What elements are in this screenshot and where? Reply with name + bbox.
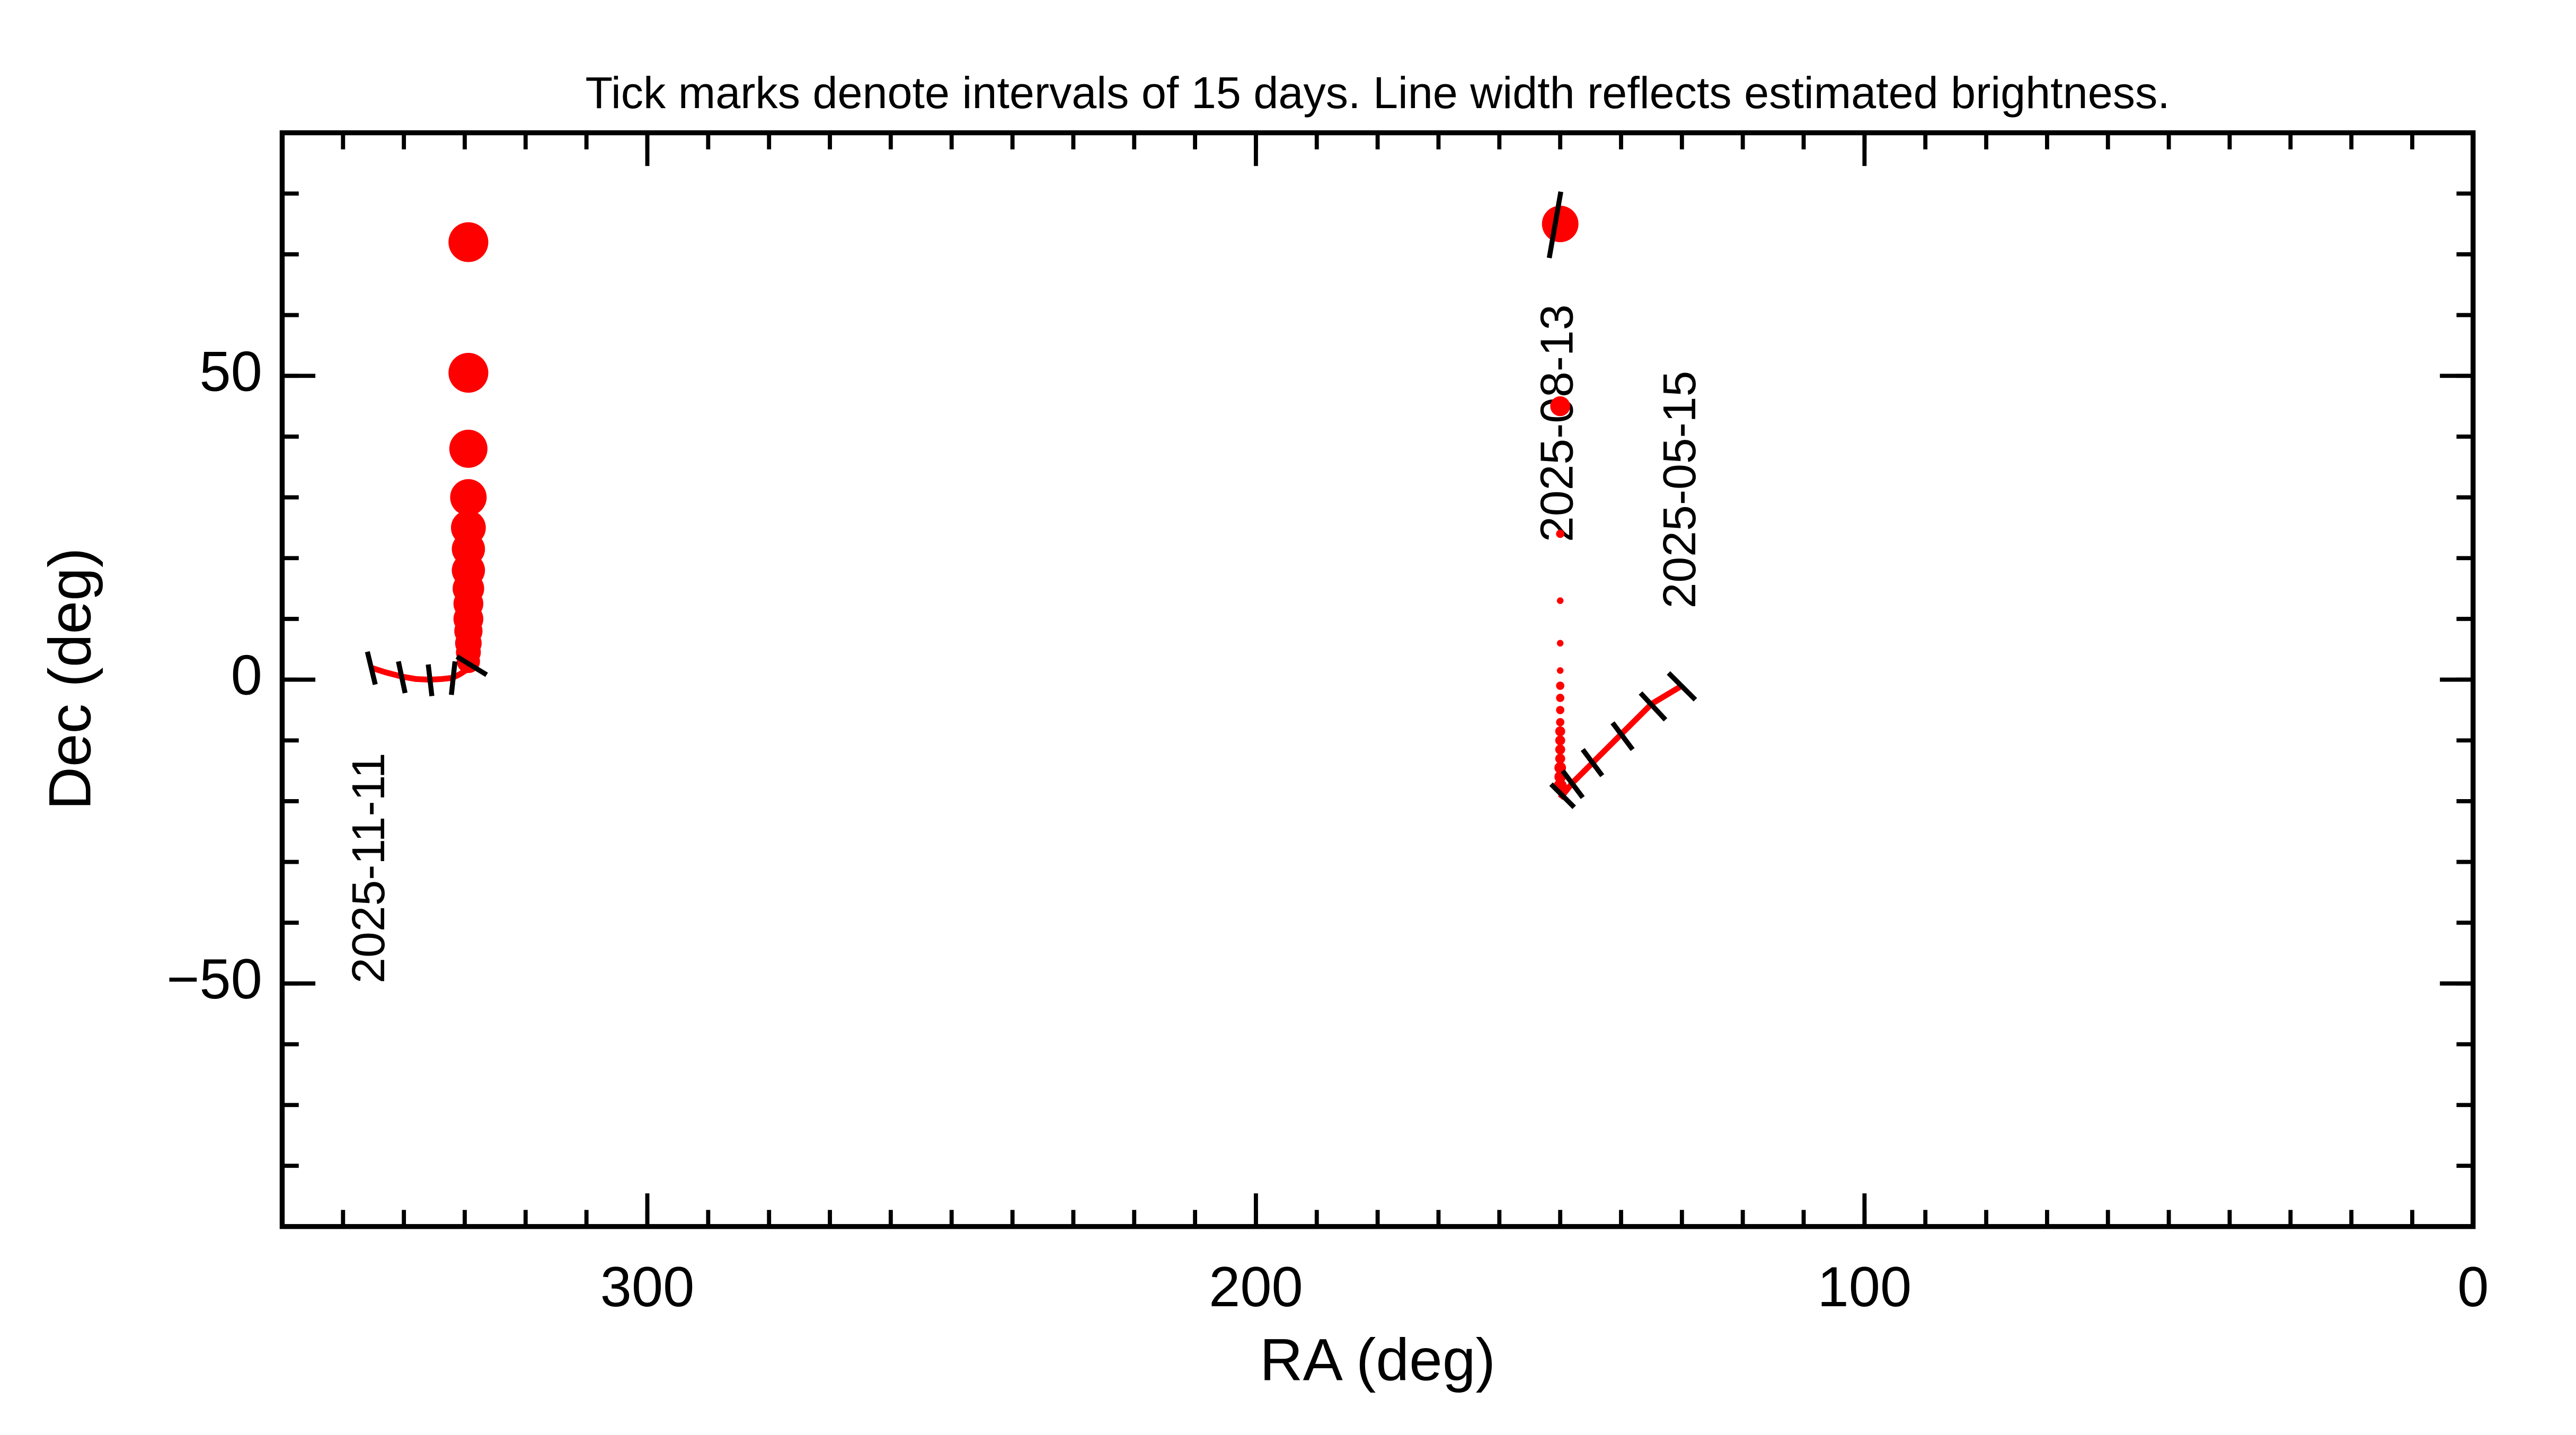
date-tick [1560, 769, 1585, 799]
date-tick [455, 654, 488, 677]
date-tick [1580, 748, 1605, 777]
chart-title: Tick marks denote intervals of 15 days. … [585, 67, 2170, 118]
date-tick [449, 661, 458, 695]
brightness-dot [448, 222, 489, 262]
brightness-dot [1556, 681, 1564, 690]
date-tick [396, 661, 408, 694]
brightness-dot [449, 429, 488, 468]
brightness-dot [1556, 667, 1564, 674]
brightness-dot [1555, 726, 1565, 737]
date-tick [1639, 691, 1668, 722]
date-tick [426, 664, 435, 697]
date-tick [1667, 671, 1697, 702]
x-axis-label: RA (deg) [1260, 1326, 1495, 1393]
date-tick [365, 651, 378, 685]
track-line [1557, 683, 1684, 800]
y-axis-label: Dec (deg) [37, 547, 103, 810]
x-tick-label: 200 [1209, 1255, 1303, 1318]
brightness-dot [450, 479, 487, 516]
brightness-dot [1556, 694, 1564, 702]
brightness-dot [1556, 718, 1564, 727]
date-tick [1546, 191, 1563, 259]
y-tick-label: −50 [166, 947, 262, 1011]
x-tick-label: 300 [600, 1255, 695, 1318]
x-tick-label: 100 [1818, 1255, 1912, 1318]
date-annotation: 2025-08-13 [1530, 304, 1582, 542]
x-tick-label: 0 [2457, 1255, 2489, 1318]
date-tick [1610, 721, 1635, 751]
brightness-dot [1556, 529, 1564, 538]
y-tick-label: 50 [199, 340, 262, 403]
brightness-dot [448, 352, 489, 393]
date-tick [1549, 782, 1576, 809]
brightness-dot [1550, 396, 1570, 417]
brightness-dot [1542, 206, 1579, 243]
date-annotation: 2025-05-15 [1653, 371, 1705, 609]
plot-frame [279, 130, 2476, 1229]
brightness-dot [1556, 706, 1564, 714]
date-annotation: 2025-11-11 [342, 752, 394, 984]
brightness-dot [1555, 754, 1565, 764]
brightness-dot [1555, 735, 1565, 746]
brightness-dot [1556, 597, 1564, 604]
brightness-dot [1555, 745, 1565, 755]
brightness-dot [1556, 640, 1564, 647]
y-tick-label: 0 [231, 644, 262, 707]
